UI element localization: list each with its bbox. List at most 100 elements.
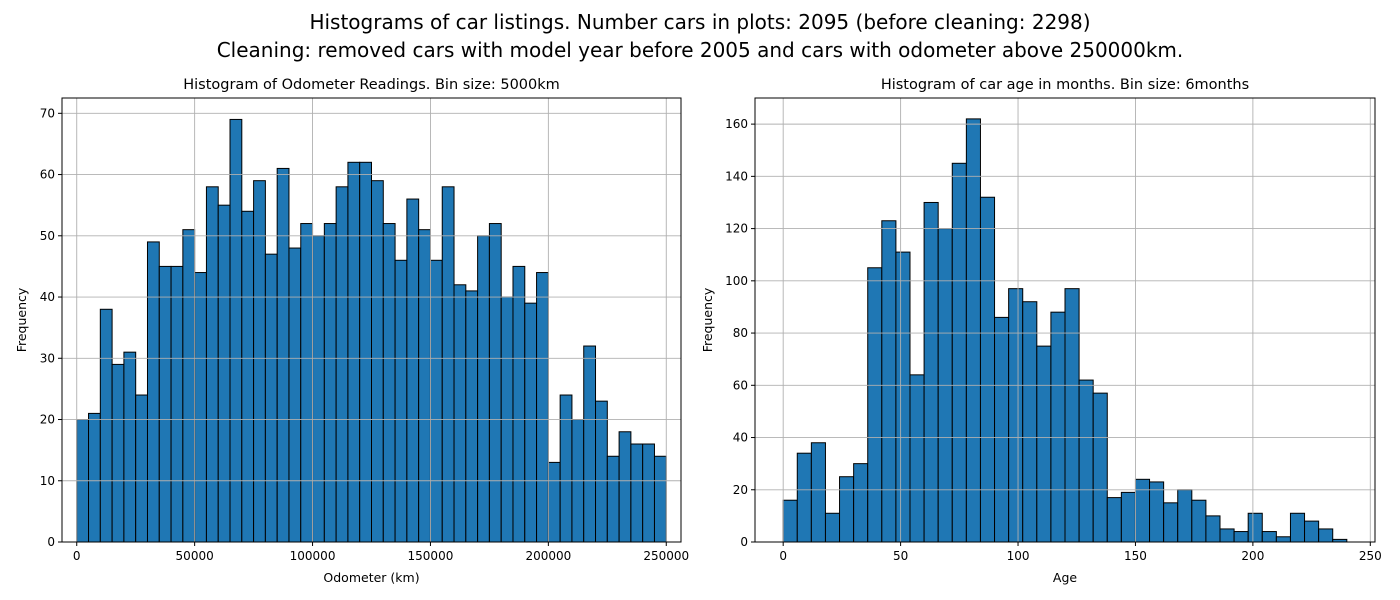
odometer-bar xyxy=(488,223,502,543)
odometer-x-tick-label: 100000 xyxy=(290,549,336,563)
age-bar xyxy=(853,463,869,543)
odometer-bar xyxy=(477,235,490,543)
odometer-y-tick-label: 40 xyxy=(40,290,55,304)
odometer-bar xyxy=(536,272,549,543)
odometer-bar xyxy=(312,235,325,543)
figure-title-line-2: Cleaning: removed cars with model year b… xyxy=(217,38,1184,62)
age-bar xyxy=(796,452,812,543)
age-bar xyxy=(1036,345,1052,543)
age-bar xyxy=(951,162,967,543)
age-bar xyxy=(1050,311,1066,543)
odometer-x-tick-label: 0 xyxy=(73,549,81,563)
odometer-histogram-title: Histogram of Odometer Readings. Bin size… xyxy=(183,77,560,93)
odometer-bar xyxy=(335,186,349,543)
odometer-x-tick-label: 200000 xyxy=(525,549,571,563)
age-bar xyxy=(1261,531,1277,543)
age-x-tick-label: 0 xyxy=(779,549,787,563)
odometer-x-axis-label: Odometer (km) xyxy=(323,570,419,585)
odometer-bar xyxy=(288,247,302,543)
age-bar xyxy=(1304,520,1320,543)
age-bar xyxy=(965,118,981,543)
age-bar xyxy=(923,201,939,543)
odometer-bar xyxy=(88,412,101,543)
odometer-bar xyxy=(524,302,538,543)
odometer-bar xyxy=(300,223,314,543)
age-bar xyxy=(839,476,855,543)
age-bar xyxy=(810,442,826,543)
age-x-tick-label: 200 xyxy=(1241,549,1264,563)
age-bar xyxy=(1191,499,1207,543)
odometer-x-tick-label: 150000 xyxy=(408,549,454,563)
age-bar xyxy=(1120,491,1136,543)
odometer-y-axis-label: Frequency xyxy=(14,287,29,352)
age-y-ticks: 0 20 40 60 80 100 120 140 160 xyxy=(725,117,755,549)
age-bar xyxy=(979,196,996,543)
odometer-bar xyxy=(158,265,172,543)
age-bar xyxy=(881,220,897,543)
age-x-axis-label: Age xyxy=(1053,570,1077,585)
odometer-bar xyxy=(323,223,337,543)
age-y-tick-label: 20 xyxy=(733,483,748,497)
age-bar xyxy=(1092,392,1108,543)
odometer-y-tick-label: 70 xyxy=(40,106,55,120)
age-bars xyxy=(782,118,1348,543)
age-x-tick-label: 250 xyxy=(1359,549,1382,563)
age-bar xyxy=(867,267,883,543)
odometer-bar xyxy=(418,229,431,543)
age-y-tick-label: 0 xyxy=(740,535,748,549)
odometer-bar xyxy=(595,400,608,543)
age-histogram: Histogram of car age in months. Bin size… xyxy=(700,77,1382,585)
age-bar xyxy=(1022,301,1038,543)
odometer-bar xyxy=(182,229,196,543)
odometer-x-tick-label: 50000 xyxy=(176,549,214,563)
odometer-bar xyxy=(347,161,361,543)
odometer-y-tick-label: 60 xyxy=(40,168,55,182)
age-bar xyxy=(1219,528,1235,543)
age-y-tick-label: 100 xyxy=(725,274,748,288)
odometer-bar xyxy=(253,180,266,543)
age-bar xyxy=(1247,512,1263,543)
odometer-y-tick-label: 30 xyxy=(40,351,55,365)
odometer-bar xyxy=(146,241,160,543)
odometer-bar xyxy=(429,259,443,543)
odometer-y-tick-label: 50 xyxy=(40,229,55,243)
odometer-bar xyxy=(135,394,148,543)
age-bar xyxy=(895,251,911,543)
odometer-bar xyxy=(642,443,655,543)
age-bar xyxy=(1064,288,1080,543)
odometer-bar xyxy=(406,198,420,543)
age-axes-frame xyxy=(754,97,1376,543)
odometer-bar xyxy=(123,351,137,543)
age-bar xyxy=(909,374,925,543)
age-x-ticks: 0 50 100 150 200 250 xyxy=(779,542,1382,563)
odometer-bar xyxy=(583,345,597,543)
age-y-tick-label: 60 xyxy=(733,378,748,392)
odometer-bar xyxy=(111,363,125,543)
age-y-tick-label: 120 xyxy=(725,222,748,236)
age-bar xyxy=(1177,489,1193,543)
odometer-bar xyxy=(547,461,561,543)
age-histogram-title: Histogram of car age in months. Bin size… xyxy=(881,77,1249,93)
age-bar xyxy=(1163,502,1179,543)
odometer-bar xyxy=(99,308,113,543)
age-bar xyxy=(1205,515,1221,543)
odometer-bar xyxy=(371,180,384,543)
age-x-tick-label: 100 xyxy=(1007,549,1030,563)
odometer-bar xyxy=(630,443,644,543)
odometer-bar xyxy=(241,210,255,543)
age-bar xyxy=(782,499,798,543)
odometer-bar xyxy=(194,272,207,543)
age-x-tick-label: 50 xyxy=(893,549,908,563)
age-x-tick-label: 150 xyxy=(1124,549,1147,563)
odometer-bar xyxy=(394,259,408,543)
age-y-tick-label: 140 xyxy=(725,169,748,183)
odometer-bar xyxy=(606,455,620,543)
age-bar xyxy=(1008,288,1024,543)
odometer-bar xyxy=(559,394,573,543)
odometer-bar xyxy=(653,455,667,543)
odometer-bar xyxy=(441,186,455,543)
age-bar xyxy=(1106,497,1122,543)
age-y-tick-label: 40 xyxy=(733,431,748,445)
odometer-bar xyxy=(276,167,290,543)
